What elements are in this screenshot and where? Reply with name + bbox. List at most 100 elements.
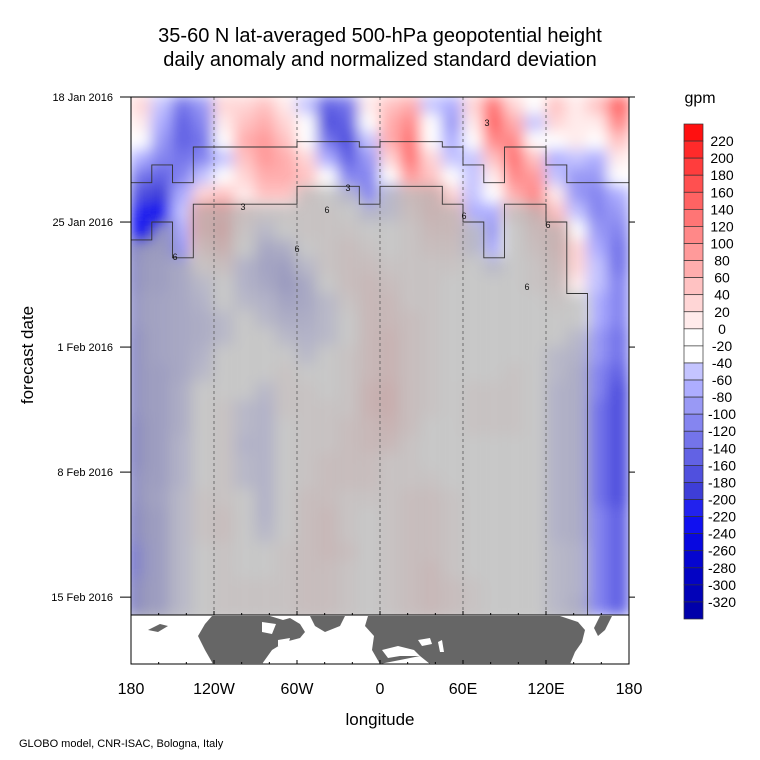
- heatmap-cell: [399, 97, 423, 116]
- std-dev-mask-cell: [171, 257, 195, 615]
- heatmap-cell: [131, 221, 153, 241]
- contour-label: 6: [294, 244, 299, 254]
- heatmap-cell: [565, 185, 589, 206]
- colorbar-label: -240: [708, 526, 736, 542]
- heatmap-cell: [565, 238, 589, 259]
- heatmap-cell: [131, 149, 153, 170]
- heatmap-cell: [565, 97, 589, 116]
- heatmap-cell: [379, 167, 402, 188]
- heatmap-cell: [420, 97, 444, 116]
- colorbar-box: [683, 396, 704, 415]
- heatmap-cell: [358, 113, 381, 134]
- heatmap-cell: [358, 185, 381, 206]
- std-dev-mask-cell: [254, 204, 278, 615]
- heatmap-cell: [171, 131, 195, 152]
- std-dev-mask-cell: [545, 222, 568, 615]
- heatmap-cell: [358, 97, 381, 116]
- colorbar-label: 120: [710, 218, 734, 234]
- heatmap-cell: [316, 149, 340, 170]
- contour-0-6: [131, 185, 588, 615]
- colorbar-label: 80: [714, 253, 730, 269]
- heatmap-cell: [545, 203, 568, 224]
- std-dev-mask-cell: [213, 204, 236, 615]
- heatmap-cell: [586, 149, 610, 170]
- contour-label: 3: [484, 118, 489, 128]
- colorbar-box: [683, 328, 704, 347]
- greenland-land: [310, 616, 345, 632]
- black-caspian-sea: [418, 638, 444, 652]
- colorbar-box: [683, 140, 704, 159]
- heatmap-cell: [254, 149, 278, 170]
- contour-label: 3: [240, 202, 245, 212]
- heatmap-cell: [192, 167, 215, 188]
- heatmap-cell: [565, 167, 589, 188]
- colorbar-label: 140: [710, 201, 734, 217]
- y-axis: 18 Jan 2016 25 Jan 2016 1 Feb 2016 8 Feb 20…: [51, 92, 635, 604]
- heatmap-cell: [607, 471, 629, 491]
- heatmap-cell: [586, 203, 610, 224]
- heatmap-cell: [379, 97, 402, 116]
- contour-0-3: [131, 141, 629, 184]
- heatmap-cell: [503, 113, 527, 134]
- y-axis-title: forecast date: [18, 305, 37, 405]
- heatmap-cell: [482, 185, 506, 206]
- heatmap-cell: [607, 506, 629, 527]
- std-dev-mask-cell: [192, 204, 215, 615]
- x-tick-label: 120E: [527, 681, 564, 698]
- std-dev-mask-cell: [337, 186, 361, 615]
- heatmap-cell: [337, 149, 361, 170]
- colorbar-label: -40: [712, 355, 732, 371]
- heatmap-cell: [565, 149, 589, 170]
- heatmap-cell: [171, 221, 195, 241]
- hudson-bay: [262, 622, 276, 634]
- heatmap-cell: [213, 113, 236, 134]
- heatmap-cell: [586, 363, 610, 384]
- colorbar-label: -220: [708, 509, 736, 525]
- heatmap-cell: [607, 435, 629, 456]
- heatmap-cell: [524, 185, 547, 206]
- heatmap-cell: [275, 131, 298, 152]
- std-dev-mask-cell: [420, 186, 444, 615]
- eurasia-land: [365, 616, 585, 664]
- heatmap-cell: [482, 221, 506, 241]
- colorbar-box: [683, 345, 704, 364]
- heatmap-cell: [441, 185, 464, 206]
- heatmap-cell: [586, 238, 610, 259]
- heatmap-cell: [586, 381, 610, 402]
- heatmap-cell: [524, 97, 547, 116]
- heatmap-cell: [233, 113, 257, 134]
- y-tick-label: 15 Feb 2016: [51, 592, 113, 604]
- x-tick-label: 180: [118, 681, 145, 698]
- y-tick-label: 8 Feb 2016: [57, 467, 113, 479]
- colorbar-box: [683, 311, 704, 330]
- heatmap-cell: [586, 435, 610, 456]
- colorbar-box: [683, 123, 704, 142]
- longitude-gridlines: [213, 97, 547, 615]
- heatmap-cell: [586, 399, 610, 420]
- heatmap-cell: [482, 113, 506, 134]
- std-dev-mask-cell: [524, 204, 547, 615]
- heatmap-cell: [150, 113, 174, 134]
- heatmap-cell: [607, 399, 629, 420]
- colorbar-box: [683, 157, 704, 176]
- colorbar-label: -180: [708, 474, 736, 490]
- heatmap-cell: [337, 97, 361, 116]
- colorbar-box: [683, 379, 704, 398]
- heatmap-cell: [565, 221, 589, 241]
- heatmap-cell: [213, 185, 236, 206]
- heatmap-cell: [420, 149, 444, 170]
- x-tick-label: 60W: [281, 681, 315, 698]
- colorbar-label: -300: [708, 577, 736, 593]
- colorbar-box: [683, 499, 704, 517]
- heatmap-cell: [379, 149, 402, 170]
- heatmap-cell: [586, 346, 610, 366]
- heatmap-cell: [586, 113, 610, 134]
- mediterranean-sea: [382, 646, 420, 658]
- colorbar-label: 220: [710, 133, 734, 149]
- kamchatka-land: [594, 616, 612, 636]
- heatmap-cell: [254, 167, 278, 188]
- colorbar-label: -80: [712, 389, 732, 405]
- colorbar-label: -280: [708, 560, 736, 576]
- heatmap-cell: [607, 238, 629, 259]
- chart-title-line-1: 35-60 N lat-averaged 500-hPa geopotentia…: [158, 25, 602, 47]
